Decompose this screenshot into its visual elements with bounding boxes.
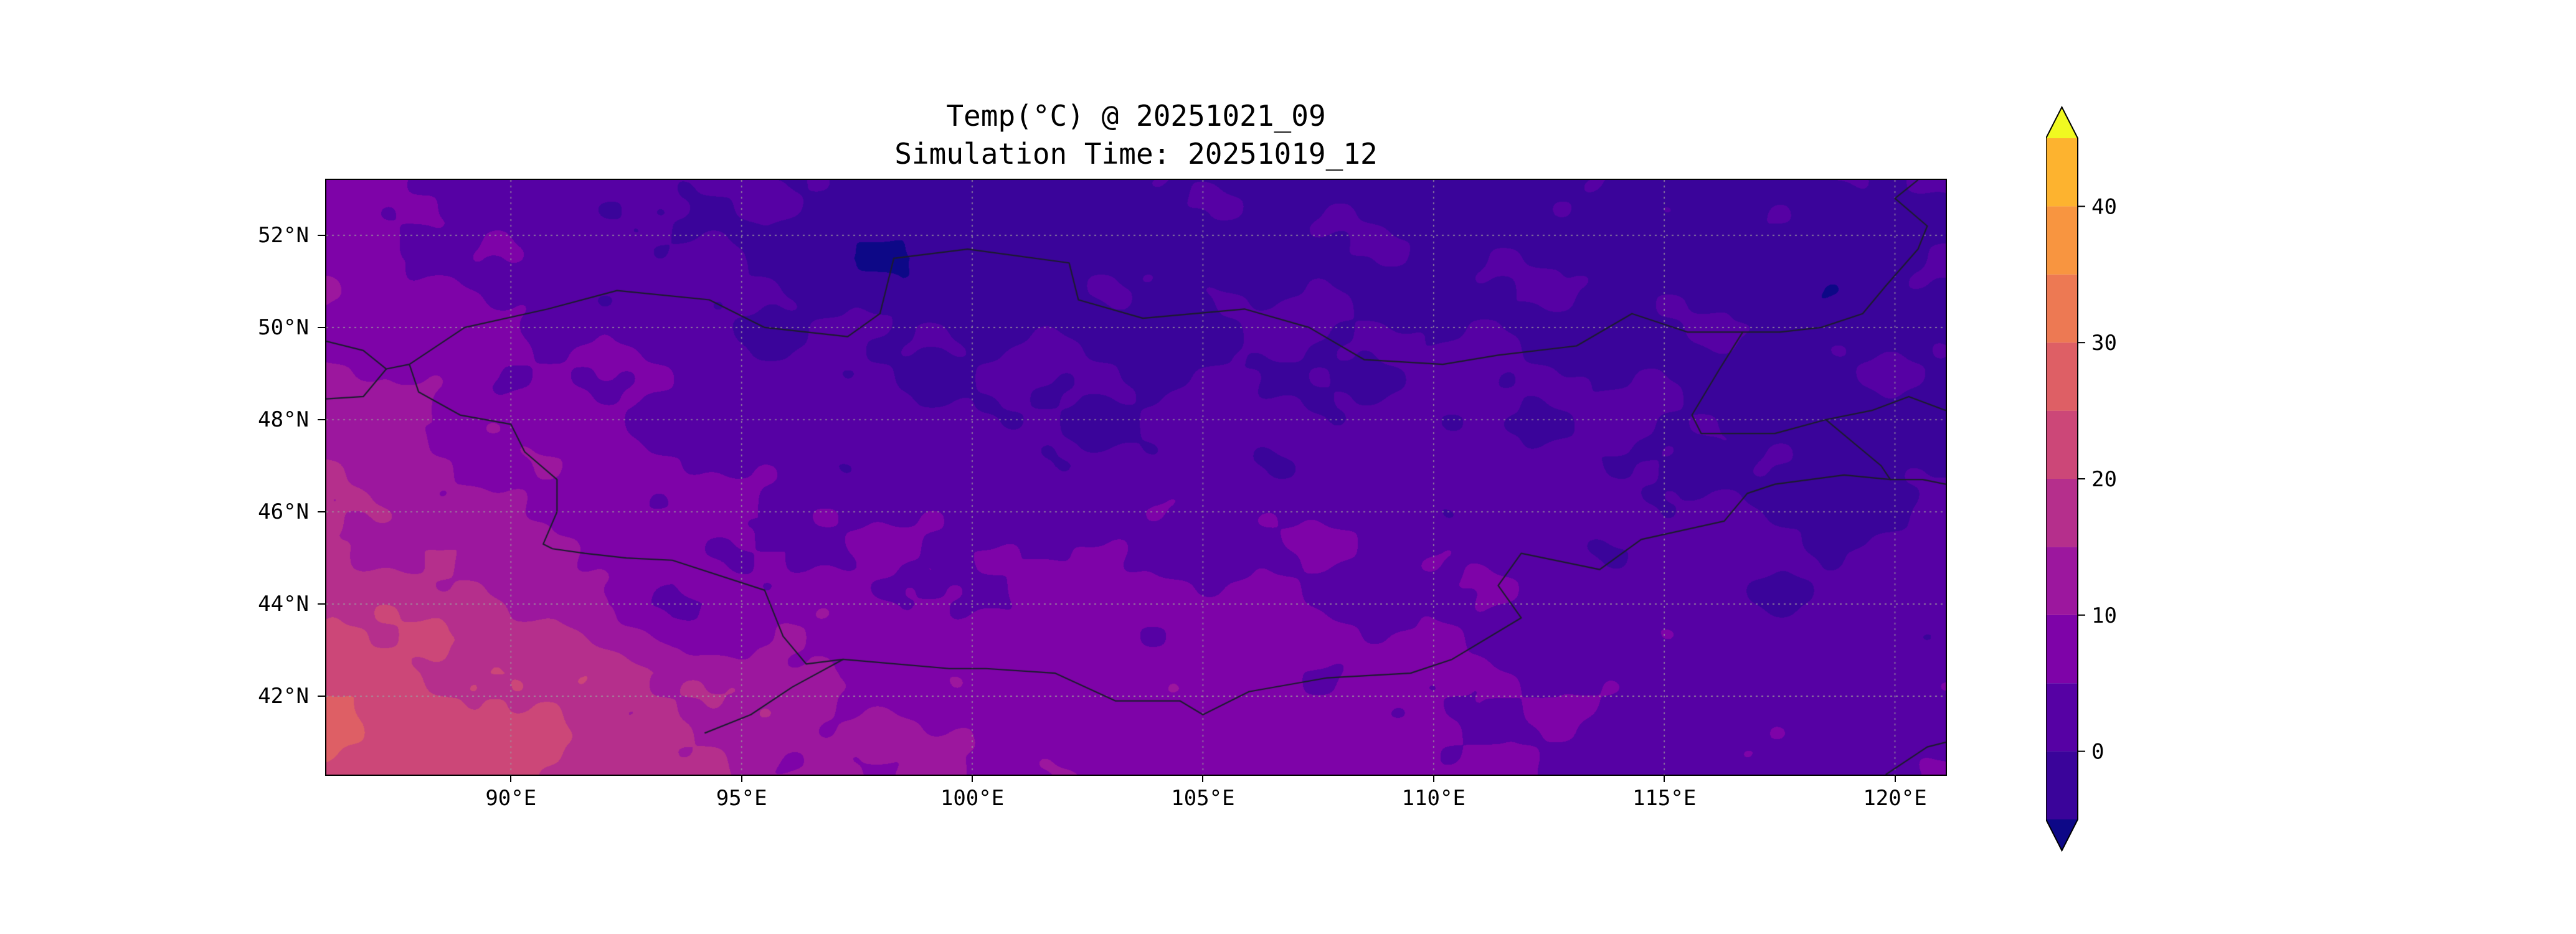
x-tick-label: 105°E: [1171, 786, 1235, 811]
colorbar-tick-label: 40: [2091, 194, 2117, 219]
x-tick-label: 95°E: [716, 786, 767, 811]
colorbar: 0 10 20 30 40: [2046, 105, 2117, 852]
colorbar-tick-label: 30: [2091, 331, 2117, 356]
x-tick-mark: [510, 775, 512, 782]
colorbar-over-arrow: [2046, 107, 2078, 138]
y-tick-mark: [318, 234, 325, 236]
x-tick-label: 115°E: [1632, 786, 1697, 811]
y-tick-label: 44°N: [258, 592, 309, 617]
figure-title-line1: Temp(°C) @ 20251021_09: [946, 99, 1326, 133]
y-tick-label: 48°N: [258, 407, 309, 432]
colorbar-band: [2046, 751, 2078, 819]
colorbar-band: [2046, 479, 2078, 547]
x-tick-label: 110°E: [1401, 786, 1466, 811]
colorbar-band: [2046, 615, 2078, 684]
y-tick-label: 46°N: [258, 499, 309, 525]
y-tick-mark: [318, 511, 325, 513]
x-tick-mark: [741, 775, 742, 782]
y-tick-mark: [318, 326, 325, 328]
x-tick-label: 120°E: [1863, 786, 1927, 811]
x-tick-mark: [972, 775, 973, 782]
y-tick-label: 52°N: [258, 222, 309, 248]
x-tick-label: 100°E: [940, 786, 1005, 811]
colorbar-band: [2046, 683, 2078, 752]
y-tick-label: 42°N: [258, 684, 309, 709]
y-tick-label: 50°N: [258, 314, 309, 340]
y-tick-mark: [318, 418, 325, 420]
colorbar-band: [2046, 206, 2078, 275]
colorbar-band: [2046, 274, 2078, 343]
colorbar-band: [2046, 342, 2078, 411]
x-tick-mark: [1894, 775, 1896, 782]
figure-title-line2: Simulation Time: 20251019_12: [894, 136, 1378, 171]
colorbar-outline: [2046, 105, 2078, 852]
figure-title: Temp(°C) @ 20251021_09 Simulation Time: …: [326, 97, 1946, 172]
x-tick-mark: [1664, 775, 1665, 782]
colorbar-band: [2046, 138, 2078, 207]
colorbar-tick-label: 20: [2091, 467, 2117, 492]
x-tick-label: 90°E: [485, 786, 537, 811]
colorbar-band: [2046, 410, 2078, 479]
colorbar-under-arrow: [2046, 819, 2078, 851]
y-tick-mark: [318, 696, 325, 697]
x-tick-mark: [1202, 775, 1204, 782]
colorbar-tick-label: 0: [2091, 740, 2104, 765]
colorbar-tick-label: 10: [2091, 603, 2117, 628]
map-canvas: [326, 180, 1946, 775]
colorbar-band: [2046, 547, 2078, 615]
x-tick-mark: [1432, 775, 1434, 782]
y-tick-mark: [318, 603, 325, 605]
